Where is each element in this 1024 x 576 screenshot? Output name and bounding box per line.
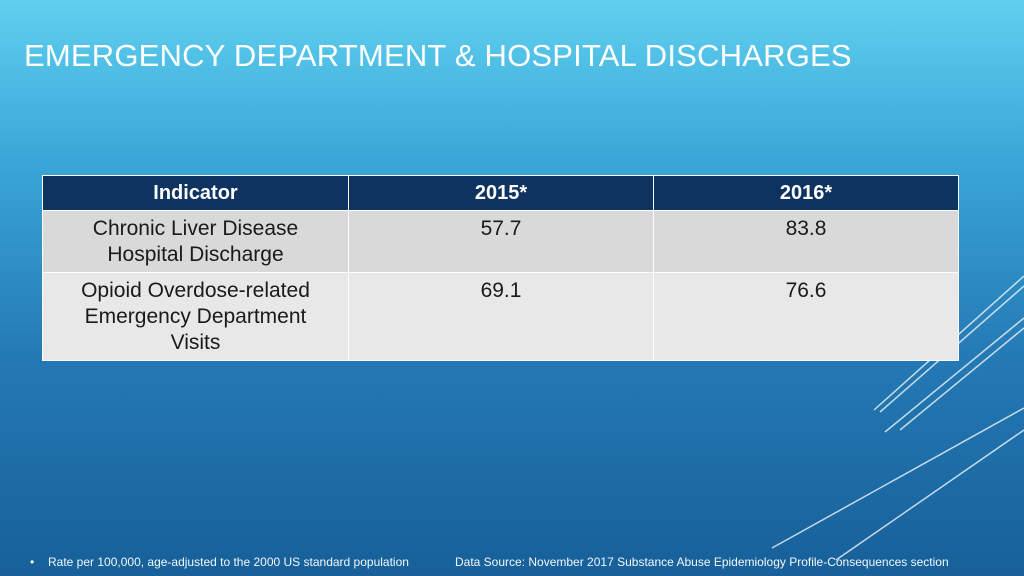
value-2016-cell: 76.6 [653, 272, 959, 361]
value-2015-cell: 57.7 [348, 210, 654, 273]
footnote-bullet: • [30, 555, 35, 569]
footnote-data-source: Data Source: November 2017 Substance Abu… [455, 555, 949, 569]
indicator-line: Chronic Liver Disease [92, 217, 299, 240]
indicator-line: Emergency Department [84, 305, 307, 328]
table-row: Chronic Liver Disease Hospital Discharge… [42, 210, 959, 273]
header-2015: 2015* [348, 175, 654, 211]
value-2016-cell: 83.8 [653, 210, 959, 273]
indicator-line: Visits [170, 331, 221, 354]
slide-title: EMERGENCY DEPARTMENT & HOSPITAL DISCHARG… [24, 38, 852, 73]
indicator-cell: Opioid Overdose-related Emergency Depart… [42, 272, 349, 361]
header-2016: 2016* [653, 175, 959, 211]
data-table: Indicator 2015* 2016* Chronic Liver Dise… [42, 175, 959, 361]
value-2015-cell: 69.1 [348, 272, 654, 361]
header-indicator: Indicator [42, 175, 349, 211]
indicator-cell: Chronic Liver Disease Hospital Discharge [42, 210, 349, 273]
indicator-line: Hospital Discharge [107, 243, 284, 266]
table-row: Opioid Overdose-related Emergency Depart… [42, 272, 959, 361]
footnote-rate-note: Rate per 100,000, age-adjusted to the 20… [48, 555, 409, 569]
indicator-line: Opioid Overdose-related [81, 279, 310, 302]
table-header-row: Indicator 2015* 2016* [42, 175, 959, 211]
